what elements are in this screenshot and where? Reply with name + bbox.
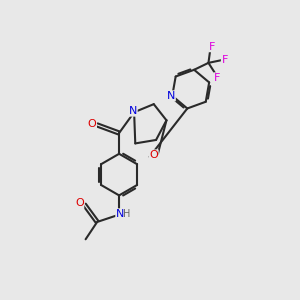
Text: N: N xyxy=(167,91,175,101)
Text: O: O xyxy=(75,199,84,208)
Text: H: H xyxy=(123,209,130,219)
Text: N: N xyxy=(116,209,124,219)
Text: N: N xyxy=(129,106,137,116)
Text: F: F xyxy=(214,73,220,83)
Text: O: O xyxy=(149,150,158,160)
Text: F: F xyxy=(221,55,228,64)
Text: F: F xyxy=(209,42,215,52)
Text: O: O xyxy=(88,119,96,129)
